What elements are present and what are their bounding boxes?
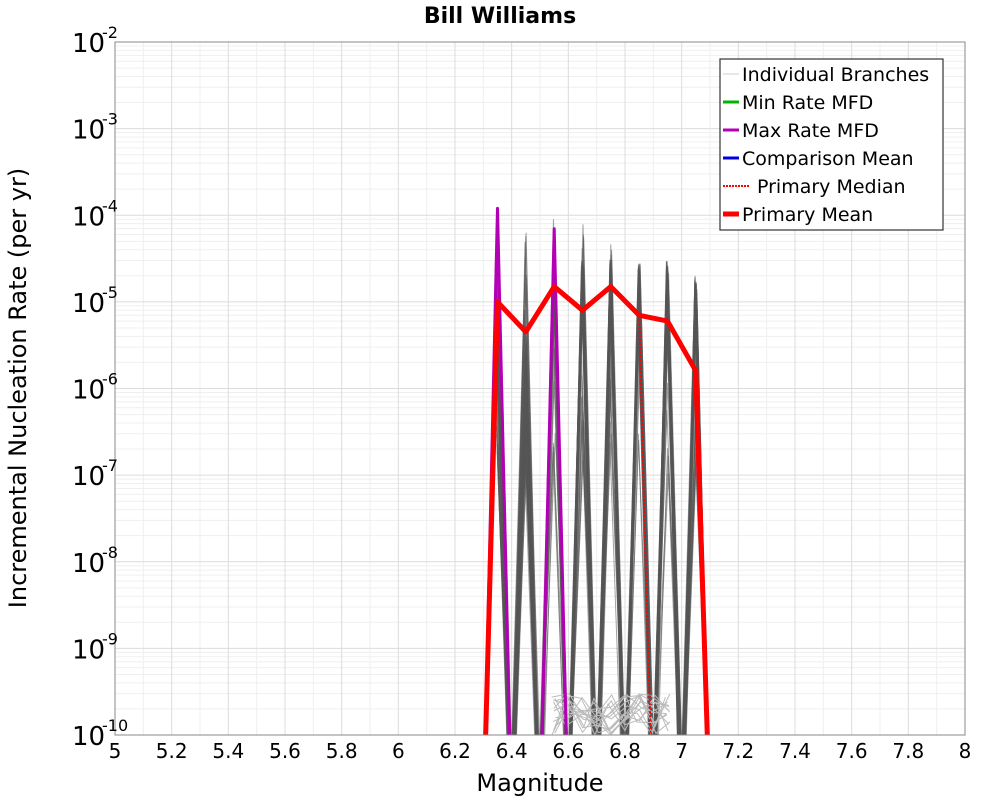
y-tick-exponent: -9 (102, 629, 118, 648)
x-tick-label: 6 (392, 739, 405, 763)
individual-branches (495, 210, 709, 735)
x-tick-label: 6.6 (552, 739, 584, 763)
legend: Individual Branches Min Rate MFD Max Rate … (719, 58, 944, 231)
y-tick-exponent: -2 (102, 23, 118, 42)
branch-line-low (552, 695, 667, 728)
x-tick-label: 5 (109, 739, 122, 763)
y-tick: 10-2 (72, 23, 118, 59)
branch-line-low (555, 697, 666, 735)
x-tick-label: 7.8 (892, 739, 924, 763)
series-primary-mean (483, 284, 710, 735)
y-tick: 10-9 (72, 629, 118, 665)
y-tick-base: 10 (72, 549, 105, 579)
x-axis-label: Magnitude (476, 769, 603, 797)
x-tick-label: 6.8 (609, 739, 641, 763)
y-tick-exponent: -6 (102, 370, 118, 389)
y-tick-base: 10 (72, 289, 105, 319)
series-lines (483, 206, 710, 735)
x-tick-label: 7.6 (836, 739, 868, 763)
series-primary-median (638, 315, 652, 735)
legend-label: Comparison Mean (742, 148, 914, 170)
branch-line-low (553, 693, 670, 735)
y-tick: 10-7 (72, 456, 118, 492)
x-tick-label: 7.2 (722, 739, 754, 763)
y-tick-exponent: -4 (102, 196, 118, 215)
x-tick-label: 5.4 (212, 739, 244, 763)
y-tick-base: 10 (72, 635, 105, 665)
y-tick: 10-8 (72, 543, 118, 579)
y-tick: 10-5 (72, 283, 118, 319)
y-tick: 10-3 (72, 110, 118, 146)
y-tick-base: 10 (72, 462, 105, 492)
x-tick-label: 7 (675, 739, 688, 763)
y-tick-exponent: -8 (102, 543, 118, 562)
legend-label: Primary Mean (742, 204, 873, 226)
branch-line-low (551, 693, 670, 735)
y-tick-exponent: -3 (102, 110, 118, 129)
y-axis-label: Incremental Nucleation Rate (per yr) (4, 168, 32, 608)
y-tick: 10-4 (72, 196, 118, 232)
x-tick-label: 6.2 (439, 739, 471, 763)
y-tick-base: 10 (72, 29, 105, 59)
x-tick-label: 5.2 (156, 739, 188, 763)
x-tick-label: 8 (959, 739, 972, 763)
branch-line-low (552, 693, 668, 724)
y-tick-base: 10 (72, 376, 105, 406)
y-tick: 10-6 (72, 370, 118, 406)
legend-label: Max Rate MFD (742, 120, 879, 142)
x-tick-label: 7.4 (779, 739, 811, 763)
x-tick-label: 5.8 (326, 739, 358, 763)
y-tick-base: 10 (72, 116, 105, 146)
branch-line (515, 265, 681, 735)
y-tick-exponent: -10 (102, 716, 128, 735)
y-tick-exponent: -7 (102, 456, 118, 475)
legend-label: Min Rate MFD (742, 92, 873, 114)
x-tick-label: 5.6 (269, 739, 301, 763)
y-tick-base: 10 (72, 722, 105, 752)
legend-label: Individual Branches (742, 64, 929, 86)
y-tick-base: 10 (72, 202, 105, 232)
y-tick-exponent: -5 (102, 283, 118, 302)
chart-title: Bill Williams (424, 4, 576, 29)
x-axis-ticks: 5 5.2 5.4 5.6 5.8 6 6.2 6.4 6.6 6.8 7 7.2 7.4 7.6 7.8 8 (109, 739, 972, 763)
x-tick-label: 6.4 (496, 739, 528, 763)
legend-box (719, 58, 944, 231)
legend-label: Primary Median (757, 176, 906, 198)
y-tick: 10-10 (72, 716, 128, 752)
plot-frame (114, 41, 966, 736)
